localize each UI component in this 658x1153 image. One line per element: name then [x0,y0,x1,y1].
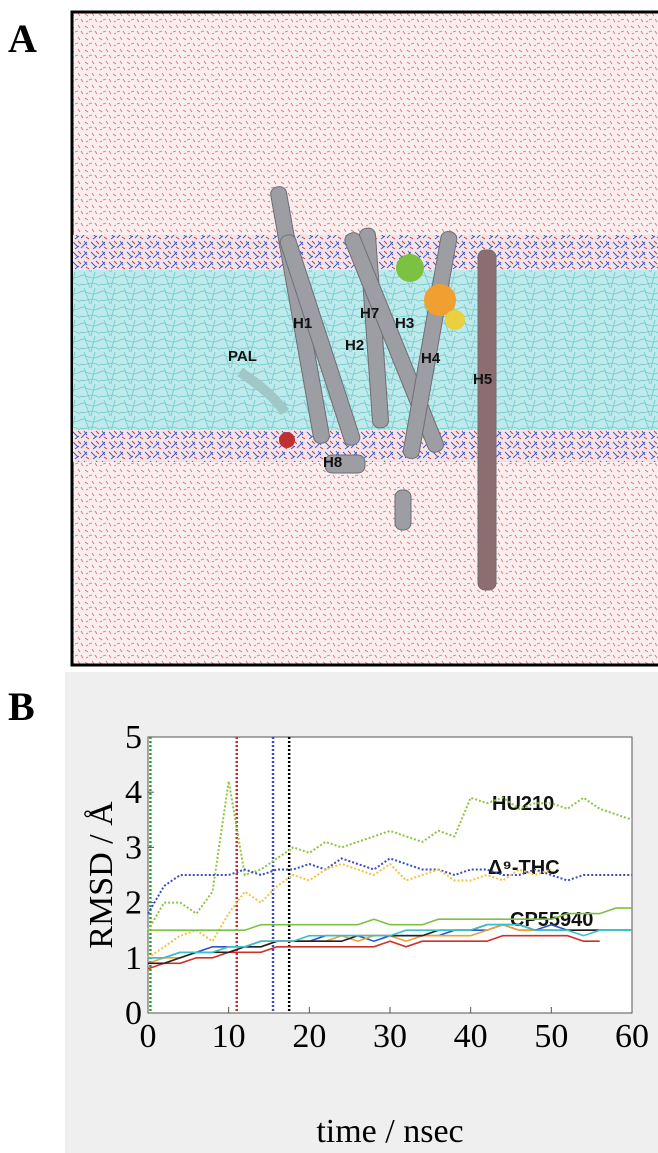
ligand [237,254,465,448]
y-tick-label: 4 [125,774,142,811]
series-line [147,934,600,970]
x-tick-label: 0 [140,1018,157,1055]
helix-label: H8 [323,454,342,471]
annotation: HU210 [492,793,554,815]
helix-label: H1 [293,315,312,332]
annotation: Δ⁹-THC [488,857,560,879]
headgroups-bottom [73,430,658,462]
helix-label: H5 [473,371,492,388]
x-tick-label: 40 [454,1018,488,1055]
helix-label: PAL [228,348,257,365]
helix-label: H7 [360,305,379,322]
y-tick-label: 0 [125,995,142,1032]
helix-label: H4 [421,350,441,367]
panel-label: B [8,684,35,729]
y-axis-label: RMSD / Å [83,801,120,949]
y-tick-label: 3 [125,829,142,866]
panel-label: A [8,16,37,61]
series-line [147,862,552,959]
series-line [148,923,632,959]
y-tick-label: 2 [125,885,142,922]
x-tick-label: 50 [534,1018,568,1055]
y-tick-label: 5 [125,719,142,756]
y-tick-label: 1 [125,940,142,977]
x-tick-label: 60 [615,1018,649,1055]
helices [270,186,497,591]
x-tick-label: 20 [292,1018,326,1055]
annotation: CP55940 [510,909,593,931]
helix-label: H2 [345,337,364,354]
series-line [148,907,632,931]
helix-label: H3 [395,315,414,332]
x-tick-label: 10 [212,1018,246,1055]
x-tick-label: 30 [373,1018,407,1055]
x-axis-label: time / nsec [316,1113,463,1150]
